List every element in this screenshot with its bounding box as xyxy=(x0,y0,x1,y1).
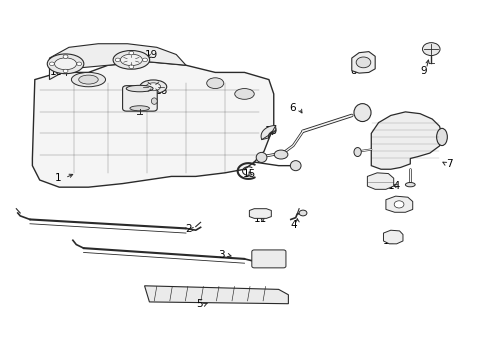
Text: 1: 1 xyxy=(55,173,61,183)
Circle shape xyxy=(299,210,306,216)
Text: 2: 2 xyxy=(185,224,191,234)
Circle shape xyxy=(129,51,134,55)
Polygon shape xyxy=(249,209,271,219)
Circle shape xyxy=(115,58,120,62)
Ellipse shape xyxy=(126,85,153,92)
Polygon shape xyxy=(32,62,273,187)
Polygon shape xyxy=(49,44,185,80)
Ellipse shape xyxy=(79,75,98,84)
Text: 12: 12 xyxy=(392,204,405,214)
Ellipse shape xyxy=(146,83,160,91)
Text: 16: 16 xyxy=(155,86,168,96)
Text: 19: 19 xyxy=(145,50,158,60)
Text: 11: 11 xyxy=(253,215,266,224)
Circle shape xyxy=(63,69,68,73)
Ellipse shape xyxy=(151,98,157,104)
Ellipse shape xyxy=(113,50,149,69)
Text: 4: 4 xyxy=(289,220,296,230)
Text: 10: 10 xyxy=(264,126,278,135)
Circle shape xyxy=(355,57,370,68)
Ellipse shape xyxy=(405,183,414,187)
Text: 14: 14 xyxy=(387,181,401,191)
Ellipse shape xyxy=(234,89,254,99)
Polygon shape xyxy=(261,126,275,140)
Text: 3: 3 xyxy=(218,250,224,260)
Ellipse shape xyxy=(55,58,76,70)
Circle shape xyxy=(422,42,439,55)
Circle shape xyxy=(77,62,81,66)
Polygon shape xyxy=(370,112,441,169)
Text: 5: 5 xyxy=(195,300,202,310)
Ellipse shape xyxy=(140,80,166,94)
Text: 15: 15 xyxy=(242,168,256,179)
Circle shape xyxy=(49,62,54,66)
Text: 18: 18 xyxy=(50,67,63,77)
Polygon shape xyxy=(144,286,288,304)
Polygon shape xyxy=(351,51,374,73)
FancyBboxPatch shape xyxy=(251,250,285,268)
Text: 8: 8 xyxy=(350,66,356,76)
Ellipse shape xyxy=(353,104,370,122)
Circle shape xyxy=(142,58,147,62)
Ellipse shape xyxy=(120,54,142,66)
Ellipse shape xyxy=(71,72,105,87)
Ellipse shape xyxy=(436,129,447,145)
Ellipse shape xyxy=(353,148,361,157)
Text: 18: 18 xyxy=(59,58,72,68)
Circle shape xyxy=(393,201,403,208)
Ellipse shape xyxy=(130,106,149,111)
Text: 13: 13 xyxy=(382,236,395,246)
Ellipse shape xyxy=(256,152,266,162)
Polygon shape xyxy=(385,196,412,212)
Polygon shape xyxy=(366,173,393,189)
Text: 9: 9 xyxy=(420,66,427,76)
Text: 7: 7 xyxy=(445,159,452,169)
Ellipse shape xyxy=(274,150,287,159)
Ellipse shape xyxy=(47,54,83,74)
Ellipse shape xyxy=(206,78,224,89)
Text: 6: 6 xyxy=(288,103,295,113)
Text: 17: 17 xyxy=(123,98,136,108)
Circle shape xyxy=(63,55,68,58)
Polygon shape xyxy=(383,230,402,244)
FancyBboxPatch shape xyxy=(122,86,157,111)
Circle shape xyxy=(129,65,134,68)
Ellipse shape xyxy=(290,161,301,171)
